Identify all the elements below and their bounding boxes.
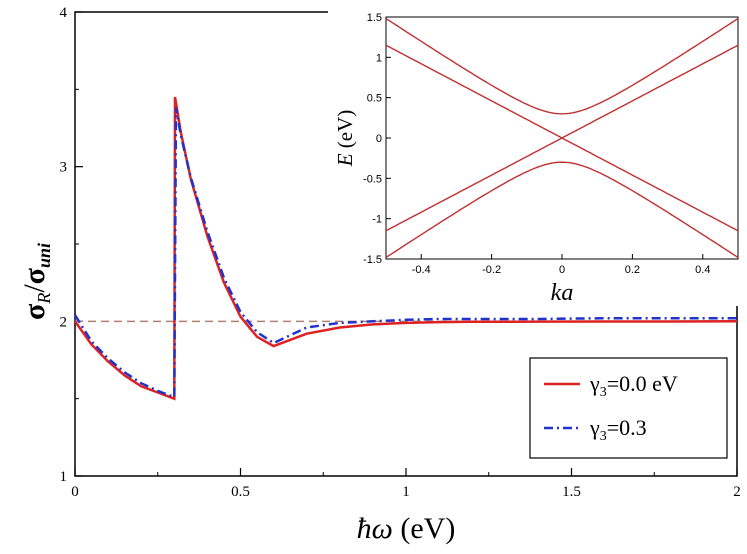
inset-x-tick-label: 0 bbox=[559, 264, 565, 276]
inset-ylabel-unit: (eV) bbox=[333, 110, 357, 154]
inset-y-tick-label: 0.5 bbox=[367, 93, 382, 105]
inset-xlabel: ka bbox=[551, 280, 574, 306]
main-ylabel: σR/σuni bbox=[18, 243, 54, 320]
ylabel-numerator: σ bbox=[18, 303, 51, 320]
inset-background bbox=[328, 6, 744, 306]
x-tick-label: 1 bbox=[402, 484, 410, 500]
legend-sub: 3 bbox=[600, 429, 607, 444]
legend: γ3=0.0 eV γ3=0.3 bbox=[529, 357, 728, 459]
legend-value: =0.3 bbox=[607, 415, 647, 440]
inset-y-tick-label: 1.5 bbox=[367, 12, 382, 24]
ylabel-denominator-sub: uni bbox=[34, 243, 54, 268]
y-tick-label: 3 bbox=[60, 160, 68, 176]
series-gamma3-0.3 bbox=[73, 107, 737, 399]
legend-box bbox=[529, 357, 728, 459]
inset-band-0 bbox=[385, 18, 739, 115]
inset-ticks: -0.4 -0.2 0 0.2 0.4 -1.5 -1 -0.5 0 0.5 1 1.5 bbox=[363, 12, 710, 276]
main-ticks: 0 0.5 1 1.5 2 1 2 3 4 bbox=[60, 5, 741, 500]
inset-ylabel: E (eV) bbox=[333, 110, 357, 168]
legend-symbol: γ bbox=[589, 371, 600, 396]
inset-bands bbox=[385, 18, 739, 258]
x-tick-label: 0 bbox=[71, 484, 79, 500]
inset-y-tick-label: -1 bbox=[372, 214, 382, 226]
legend-sub: 3 bbox=[600, 385, 607, 400]
series-gamma3-0 bbox=[73, 96, 738, 401]
legend-label-gamma3-0: γ3=0.0 eV bbox=[589, 371, 678, 400]
main-xlabel: ħω (eV) bbox=[357, 512, 456, 545]
inset-y-tick-label: 0 bbox=[376, 133, 382, 145]
inset-y-tick-label: -1.5 bbox=[363, 254, 382, 266]
inset-plot: -0.4 -0.2 0 0.2 0.4 -1.5 -1 -0.5 0 0.5 1 1.5 E (eV)… bbox=[328, 6, 744, 306]
x-tick-label: 0.5 bbox=[231, 484, 250, 500]
xlabel-unit: (eV) bbox=[393, 512, 455, 545]
inset-y-tick-label: -0.5 bbox=[363, 173, 382, 185]
y-tick-label: 2 bbox=[60, 314, 68, 330]
ylabel-slash: / bbox=[18, 284, 51, 293]
inset-x-tick-label: -0.4 bbox=[412, 264, 431, 276]
y-tick-label: 1 bbox=[60, 469, 68, 485]
inset-x-tick-label: -0.2 bbox=[482, 264, 501, 276]
legend-label-gamma3-0.3: γ3=0.3 bbox=[589, 415, 647, 444]
inset-ylabel-symbol: E bbox=[333, 153, 357, 167]
inset-y-tick-label: 1 bbox=[376, 52, 382, 64]
ylabel-numerator-sub: R bbox=[34, 293, 54, 305]
inset-band-2 bbox=[385, 137, 739, 232]
x-tick-label: 2 bbox=[733, 484, 741, 500]
legend-symbol: γ bbox=[589, 415, 600, 440]
ylabel-denominator: σ bbox=[18, 267, 51, 284]
y-tick-label: 4 bbox=[60, 5, 68, 21]
xlabel-symbol: ħω bbox=[357, 512, 393, 545]
x-tick-label: 1.5 bbox=[562, 484, 581, 500]
inset-x-tick-label: 0.4 bbox=[695, 264, 710, 276]
inset-x-tick-label: 0.2 bbox=[625, 264, 640, 276]
legend-value: =0.0 eV bbox=[607, 371, 678, 396]
inset-band-3 bbox=[385, 161, 739, 258]
